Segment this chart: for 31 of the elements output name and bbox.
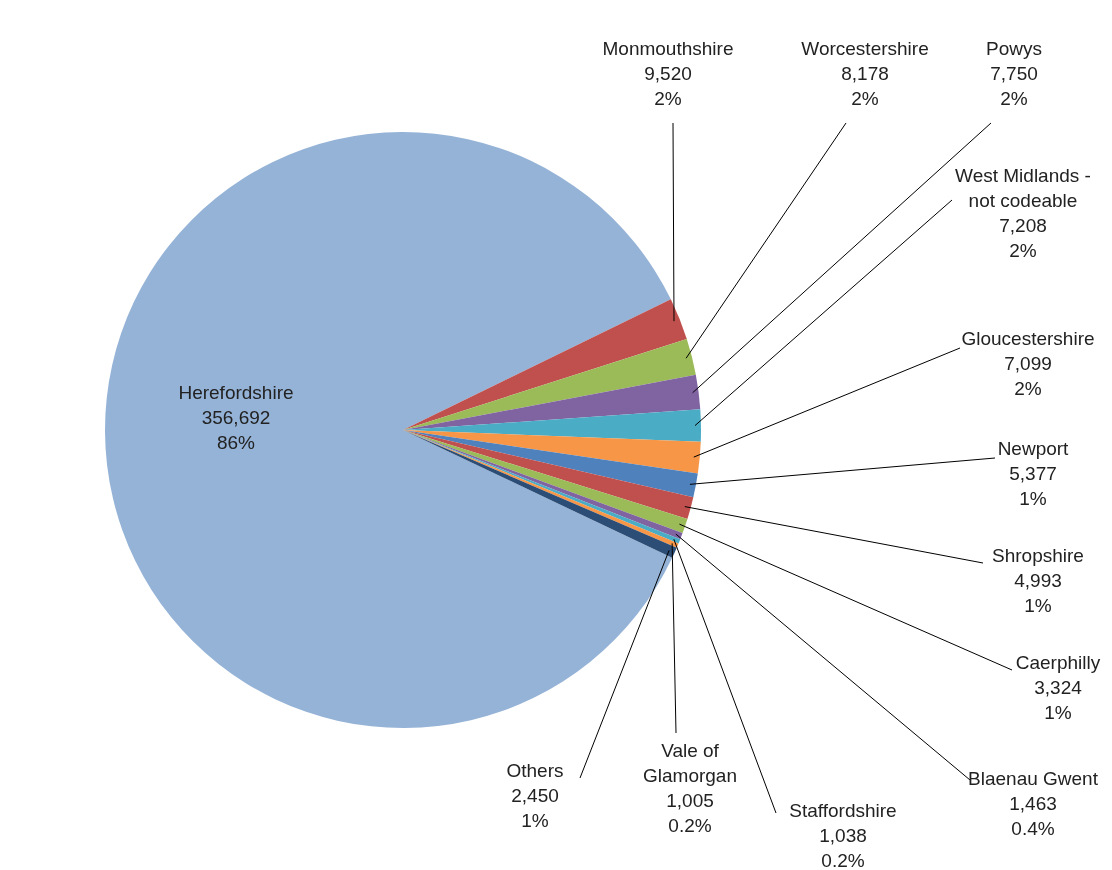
slice-label: Herefordshire [178, 382, 294, 403]
pie-slice [105, 132, 673, 728]
pie-slice [403, 374, 701, 430]
data-label: 1,038 0.2% [819, 825, 867, 870]
pie-slice [403, 339, 696, 430]
slice-label: Others [506, 760, 564, 781]
slice-label: Worcestershire [801, 38, 929, 59]
data-label: 1,463 0.4% [1009, 793, 1057, 839]
slice-label: Newport [997, 438, 1070, 459]
slice-label: Staffordshire [789, 800, 897, 821]
data-label: 356,692 86% [201, 407, 271, 453]
slice-label: Blaenau Gwent [968, 768, 1099, 789]
data-label: 1,005 0.2% [666, 790, 714, 836]
data-label: 7,750 2% [990, 63, 1038, 109]
data-label: 8,178 2% [841, 63, 889, 109]
slice-label: Gloucestershire [961, 328, 1095, 349]
pie-slice [403, 299, 687, 430]
slice-label: Shropshire [992, 545, 1084, 566]
data-label: 5,377 1% [1009, 463, 1057, 509]
data-label: 7,099 2% [1004, 353, 1052, 399]
pie-slice [403, 430, 698, 498]
slice-label: Powys [986, 38, 1042, 59]
data-label: 4,993 1% [1014, 570, 1062, 616]
data-label: 3,324 1% [1034, 677, 1083, 723]
data-label: 2,450 1% [511, 785, 559, 831]
slice-label: Caerphilly [1015, 652, 1101, 673]
slice-label: Monmouthshire [602, 38, 734, 59]
slice-label: Vale of Glamorgan [643, 740, 737, 786]
data-label: 7,208 2% [999, 215, 1047, 261]
slice-label: West Midlands - not codeable [955, 165, 1091, 211]
data-label: 9,520 2% [644, 63, 692, 109]
